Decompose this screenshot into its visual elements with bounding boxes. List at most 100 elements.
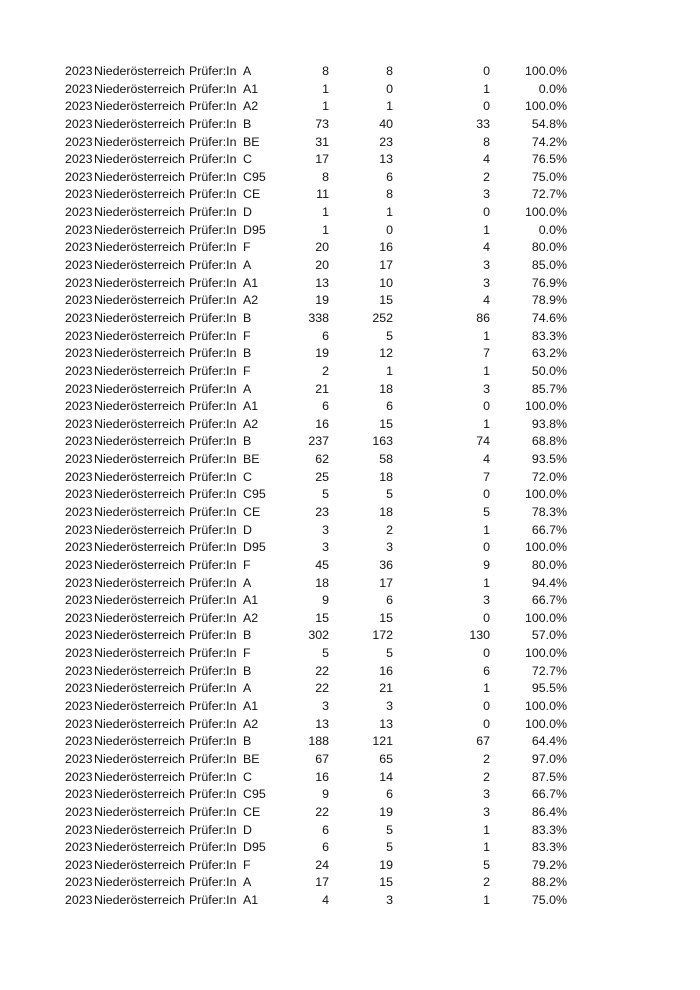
passed-cell: 2 [386,522,393,537]
passed-cell: 3 [386,699,393,714]
class-cell: CE [243,187,261,202]
role-cell: Prüfer:In [189,557,237,572]
passed-cell: 252 [372,310,393,325]
role-cell: Prüfer:In [189,240,237,255]
role-cell: Prüfer:In [189,205,237,220]
table-row: 2023 Niederösterreich Prüfer:In B 22 16 6 72.7% [0,663,700,681]
pass-rate-cell: 80.0% [531,557,567,572]
year-cell: 2023 [65,681,93,696]
region-cell: Niederösterreich [94,769,185,784]
passed-cell: 8 [386,187,393,202]
role-cell: Prüfer:In [189,716,237,731]
year-cell: 2023 [65,804,93,819]
region-cell: Niederösterreich [94,840,185,855]
role-cell: Prüfer:In [189,169,237,184]
total-cell: 237 [308,434,329,449]
role-cell: Prüfer:In [189,81,237,96]
table-row: 2023 Niederösterreich Prüfer:In F 2 1 1 50.0% [0,363,700,381]
role-cell: Prüfer:In [189,822,237,837]
role-cell: Prüfer:In [189,381,237,396]
year-cell: 2023 [65,540,93,555]
role-cell: Prüfer:In [189,346,237,361]
region-cell: Niederösterreich [94,557,185,572]
region-cell: Niederösterreich [94,610,185,625]
role-cell: Prüfer:In [189,875,237,890]
passed-cell: 23 [379,134,393,149]
class-cell: B [243,346,252,361]
region-cell: Niederösterreich [94,452,185,467]
failed-cell: 67 [476,734,490,749]
table-row: 2023 Niederösterreich Prüfer:In C95 8 6 2 75.0% [0,169,700,187]
pass-rate-cell: 66.7% [531,522,567,537]
role-cell: Prüfer:In [189,840,237,855]
passed-cell: 1 [386,205,393,220]
passed-cell: 18 [379,469,393,484]
pass-rate-cell: 88.2% [531,875,567,890]
passed-cell: 17 [379,258,393,273]
class-cell: A2 [243,293,259,308]
table-row: 2023 Niederösterreich Prüfer:In D 6 5 1 83.3% [0,822,700,840]
total-cell: 22 [315,804,329,819]
year-cell: 2023 [65,222,93,237]
failed-cell: 1 [483,81,490,96]
class-cell: C [243,469,252,484]
table-row: 2023 Niederösterreich Prüfer:In CE 22 19 3 86.4… [0,804,700,822]
class-cell: F [243,857,251,872]
region-cell: Niederösterreich [94,328,185,343]
passed-cell: 16 [379,240,393,255]
region-cell: Niederösterreich [94,875,185,890]
pass-rate-cell: 78.3% [531,505,567,519]
region-cell: Niederösterreich [94,699,185,714]
pass-rate-cell: 75.0% [531,169,567,184]
total-cell: 1 [322,205,329,220]
class-cell: A1 [243,81,259,96]
passed-cell: 18 [379,381,393,396]
class-cell: A2 [243,610,259,625]
total-cell: 5 [322,646,329,661]
total-cell: 21 [315,381,329,396]
pass-rate-cell: 72.0% [531,469,567,484]
class-cell: F [243,240,251,255]
role-cell: Prüfer:In [189,152,237,167]
class-cell: A1 [243,399,259,414]
passed-cell: 8 [386,64,393,78]
role-cell: Prüfer:In [189,275,237,290]
region-cell: Niederösterreich [94,663,185,678]
total-cell: 1 [322,222,329,237]
passed-cell: 5 [386,646,393,661]
region-cell: Niederösterreich [94,681,185,696]
region-cell: Niederösterreich [94,169,185,184]
year-cell: 2023 [65,840,93,855]
year-cell: 2023 [65,593,93,608]
role-cell: Prüfer:In [189,222,237,237]
failed-cell: 86 [476,310,490,325]
failed-cell: 0 [483,646,490,661]
table-row: 2023 Niederösterreich Prüfer:In C95 5 5 0 100.0… [0,486,700,504]
role-cell: Prüfer:In [189,681,237,696]
failed-cell: 0 [483,699,490,714]
table-row: 2023 Niederösterreich Prüfer:In A1 6 6 0 100.0% [0,398,700,416]
region-cell: Niederösterreich [94,81,185,96]
passed-cell: 5 [386,822,393,837]
total-cell: 73 [315,116,329,131]
failed-cell: 1 [483,575,490,590]
table-row: 2023 Niederösterreich Prüfer:In A1 9 6 3 66.7% [0,592,700,610]
region-cell: Niederösterreich [94,399,185,414]
failed-cell: 1 [483,328,490,343]
role-cell: Prüfer:In [189,134,237,149]
total-cell: 20 [315,258,329,273]
passed-cell: 163 [372,434,393,449]
region-cell: Niederösterreich [94,64,185,78]
year-cell: 2023 [65,505,93,519]
year-cell: 2023 [65,99,93,114]
role-cell: Prüfer:In [189,593,237,608]
passed-cell: 10 [379,275,393,290]
region-cell: Niederösterreich [94,804,185,819]
class-cell: F [243,557,251,572]
table-row: 2023 Niederösterreich Prüfer:In D 3 2 1 66.7% [0,522,700,540]
table-row: 2023 Niederösterreich Prüfer:In D 1 1 0 100.0% [0,204,700,222]
failed-cell: 3 [483,787,490,802]
pass-rate-cell: 68.8% [531,434,567,449]
year-cell: 2023 [65,258,93,273]
failed-cell: 33 [476,116,490,131]
